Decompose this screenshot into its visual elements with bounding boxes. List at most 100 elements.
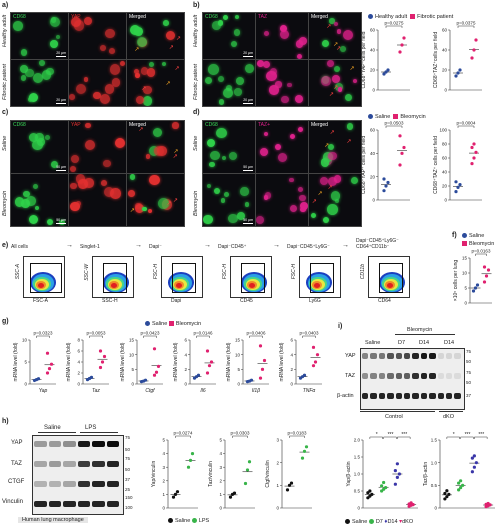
data-point (459, 486, 463, 490)
y-tick-label: 1 (162, 492, 165, 497)
blot-band (63, 501, 76, 507)
blot-band (437, 393, 444, 399)
legend-bleo-label-f: Bleomycin (469, 241, 495, 247)
channel-label: TAZ+ (258, 122, 270, 128)
cell-blob (206, 183, 212, 189)
blot-h-saline-header: Saline (44, 425, 61, 431)
blot-band (362, 353, 369, 359)
y-tick-label: 20 (442, 184, 448, 189)
channel-label: Merged (311, 14, 328, 20)
p-value-label: p=0.0053 (87, 331, 106, 336)
y-tick-label: 3 (162, 465, 165, 470)
gate-box (30, 263, 62, 293)
cell-blob (226, 84, 233, 91)
x-axis-label: Il1β (252, 388, 260, 394)
blot-band (420, 393, 428, 399)
data-point (458, 68, 462, 72)
cell-blob (217, 76, 224, 82)
panel-label-h: h) (2, 418, 9, 425)
blot-band (429, 353, 436, 359)
data-point (472, 465, 476, 469)
blot-band (378, 373, 386, 379)
data-point (45, 351, 50, 355)
y-tick-label: 6 (77, 349, 80, 354)
y-tick-label: 1.5 (431, 438, 438, 443)
gate-arrow-icon: → (273, 242, 280, 249)
legend-saline-label-g: Saline (152, 321, 168, 327)
y-tick-label: 5 (131, 367, 134, 372)
data-point (262, 358, 267, 363)
data-point (454, 190, 458, 194)
cell-blob (158, 198, 170, 210)
cell-blob (109, 63, 121, 75)
blot-h-mw-7: 150 (125, 495, 133, 500)
flow-gate-title: Singlet-1 (80, 244, 100, 250)
cell-blob (140, 67, 149, 76)
data-point (456, 185, 460, 189)
gate-box (172, 263, 196, 293)
blot-band (446, 353, 453, 359)
cell-blob (146, 68, 156, 77)
blot-band (378, 353, 386, 359)
y-axis-label: CD68⁺YAP⁺cells per field (361, 31, 367, 88)
cell-blob (56, 35, 61, 40)
legend-dot-d7-i (368, 519, 374, 525)
blot-band (437, 373, 444, 379)
cell-blob (287, 83, 292, 88)
data-point (384, 70, 388, 74)
y-tick-label: 5 (464, 286, 467, 291)
data-point (207, 364, 212, 368)
data-point (382, 177, 386, 181)
cell-blob (335, 199, 340, 204)
blot-band (404, 393, 411, 399)
data-point (49, 362, 54, 366)
micro-c-r0-c1: YAP (68, 120, 127, 174)
cell-blob (73, 20, 85, 32)
significance-stars: *** (478, 432, 484, 438)
data-point (457, 481, 461, 485)
y-tick-label: 0.5 (431, 483, 438, 488)
legend-dot-lps-h (191, 518, 197, 524)
cell-blob (93, 91, 101, 100)
scale-bar-label: 50 µm (56, 218, 66, 222)
arrow-icon: ↗ (168, 44, 174, 51)
blot-band (437, 353, 444, 359)
blot-band (48, 441, 61, 447)
arrow-icon: ↗ (346, 138, 352, 145)
significance-bracket (457, 25, 475, 28)
cell-blob (143, 85, 153, 95)
blot-h-mw-2: 50 (125, 447, 131, 452)
scale-bar-label: 20 µm (56, 51, 66, 55)
y-axis-label: Taz/vinculin (208, 461, 214, 487)
cell-blob (299, 201, 308, 210)
cell-blob (322, 216, 330, 224)
scale-bar (243, 103, 253, 104)
channel-label: YAP (71, 122, 81, 128)
blot-band (63, 461, 76, 467)
channel-label: CD68 (13, 14, 26, 20)
y-tick-label: 40 (370, 151, 376, 156)
y-tick-label: 0 (219, 506, 222, 511)
cell-blob (330, 191, 341, 201)
cell-blob (38, 60, 45, 67)
blot-band (63, 441, 76, 447)
y-tick-label: 10 (235, 352, 241, 357)
significance-bracket (474, 436, 488, 439)
blot-h-saline-bar (38, 432, 76, 433)
data-point (304, 445, 309, 449)
cell-blob (222, 87, 234, 99)
arrow-icon: ↗ (141, 85, 147, 92)
legend-dot-saline-g (145, 321, 150, 327)
micro-a-r1-c1 (68, 59, 127, 107)
cell-blob (41, 70, 51, 80)
data-point (482, 265, 487, 269)
western-blot-h: Saline LPS YAP TAZ CTGF Vinculin 75 50 7… (2, 423, 143, 528)
panel-label-i: i) (338, 323, 343, 330)
cell-blob (321, 39, 330, 47)
cell-blob (299, 194, 306, 202)
y-tick-label: 5 (24, 360, 27, 365)
micro-d-r1-c2: ↗ ↗ ↗ (308, 173, 362, 227)
cell-blob (340, 46, 346, 52)
channel-label: CD68 (13, 122, 26, 128)
blot-i-dko-bar (439, 411, 463, 412)
